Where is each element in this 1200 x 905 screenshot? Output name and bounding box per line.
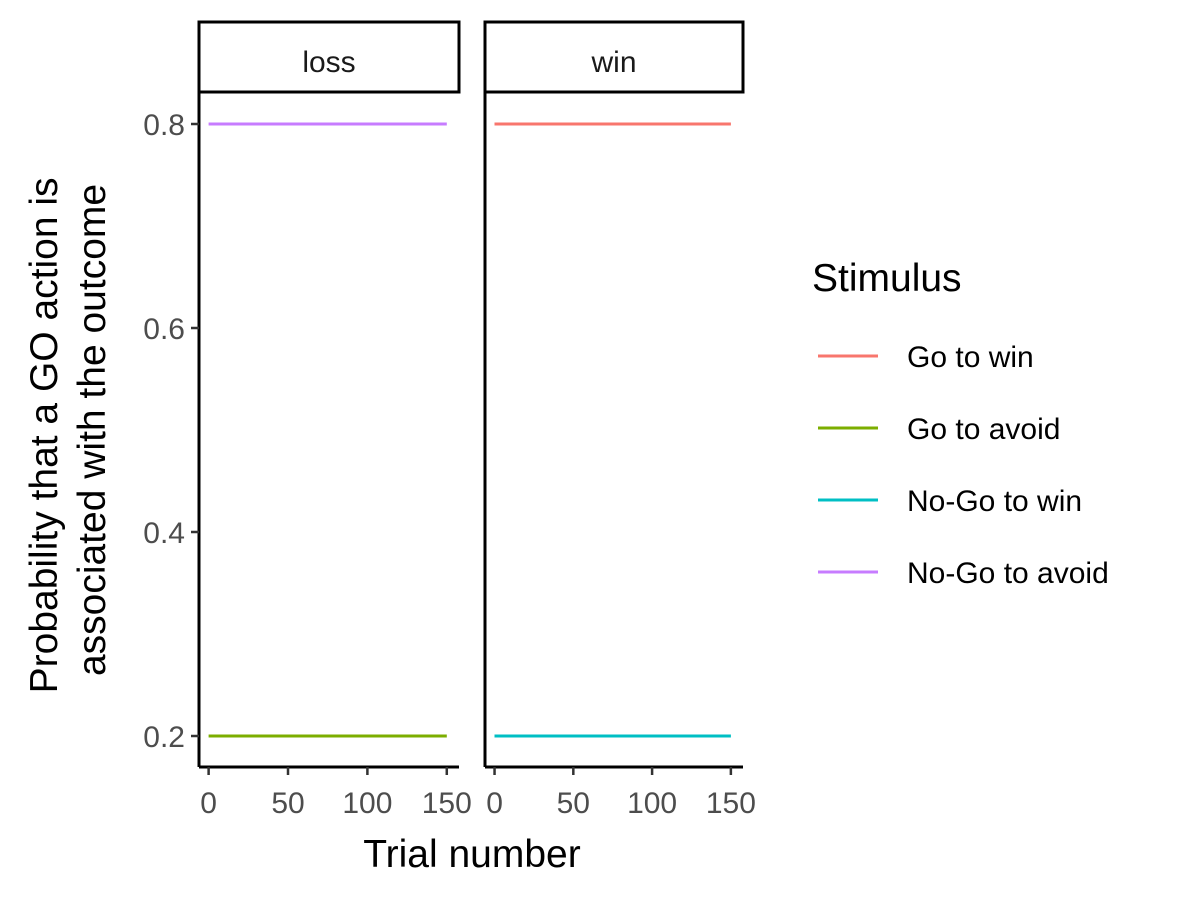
- y-tick-label: 0.8: [143, 109, 185, 142]
- legend: Stimulus Go to win Go to avoid No-Go to wi…: [812, 257, 1109, 590]
- x-tick-label: 0: [200, 787, 217, 820]
- facet-panel-loss: loss 0.2 0.4 0.6 0.8 0 50 100 150: [143, 20, 472, 820]
- x-tick-label: 50: [271, 787, 304, 820]
- legend-label: No-Go to avoid: [907, 557, 1109, 590]
- y-tick-label: 0.2: [143, 721, 185, 754]
- legend-label: Go to avoid: [907, 413, 1060, 446]
- facet-strip-label: win: [590, 46, 636, 79]
- legend-title: Stimulus: [812, 257, 962, 300]
- y-axis-title-line: associated with the outcome: [71, 184, 114, 676]
- legend-item-no-go-to-win: No-Go to win: [818, 485, 1082, 518]
- x-tick-label: 150: [422, 787, 472, 820]
- y-tick-label: 0.4: [143, 517, 185, 550]
- axis-titles: Trial number Probability that a GO actio…: [23, 167, 581, 876]
- legend-label: Go to win: [907, 341, 1034, 374]
- x-tick-label: 150: [706, 787, 756, 820]
- facet-strip-label: loss: [302, 46, 355, 79]
- facet-panel-win: win 0 50 100 150: [483, 20, 756, 820]
- legend-item-go-to-avoid: Go to avoid: [818, 413, 1060, 446]
- x-tick-label: 50: [557, 787, 590, 820]
- facet-strip: [197, 20, 461, 94]
- legend-label: No-Go to win: [907, 485, 1082, 518]
- facet-strip: [483, 20, 745, 94]
- y-axis-title-line: Probability that a GO action is: [23, 177, 66, 693]
- x-tick-label: 0: [486, 787, 503, 820]
- x-tick-label: 100: [342, 787, 392, 820]
- facet-panels: loss 0.2 0.4 0.6 0.8 0 50 100 150 win 0 50 100 150: [143, 20, 756, 820]
- legend-item-go-to-win: Go to win: [818, 341, 1034, 374]
- x-tick-label: 100: [627, 787, 677, 820]
- x-axis-title: Trial number: [363, 833, 580, 876]
- legend-item-no-go-to-avoid: No-Go to avoid: [818, 557, 1109, 590]
- y-axis-title: Probability that a GO action is associat…: [23, 167, 114, 694]
- y-tick-label: 0.6: [143, 313, 185, 346]
